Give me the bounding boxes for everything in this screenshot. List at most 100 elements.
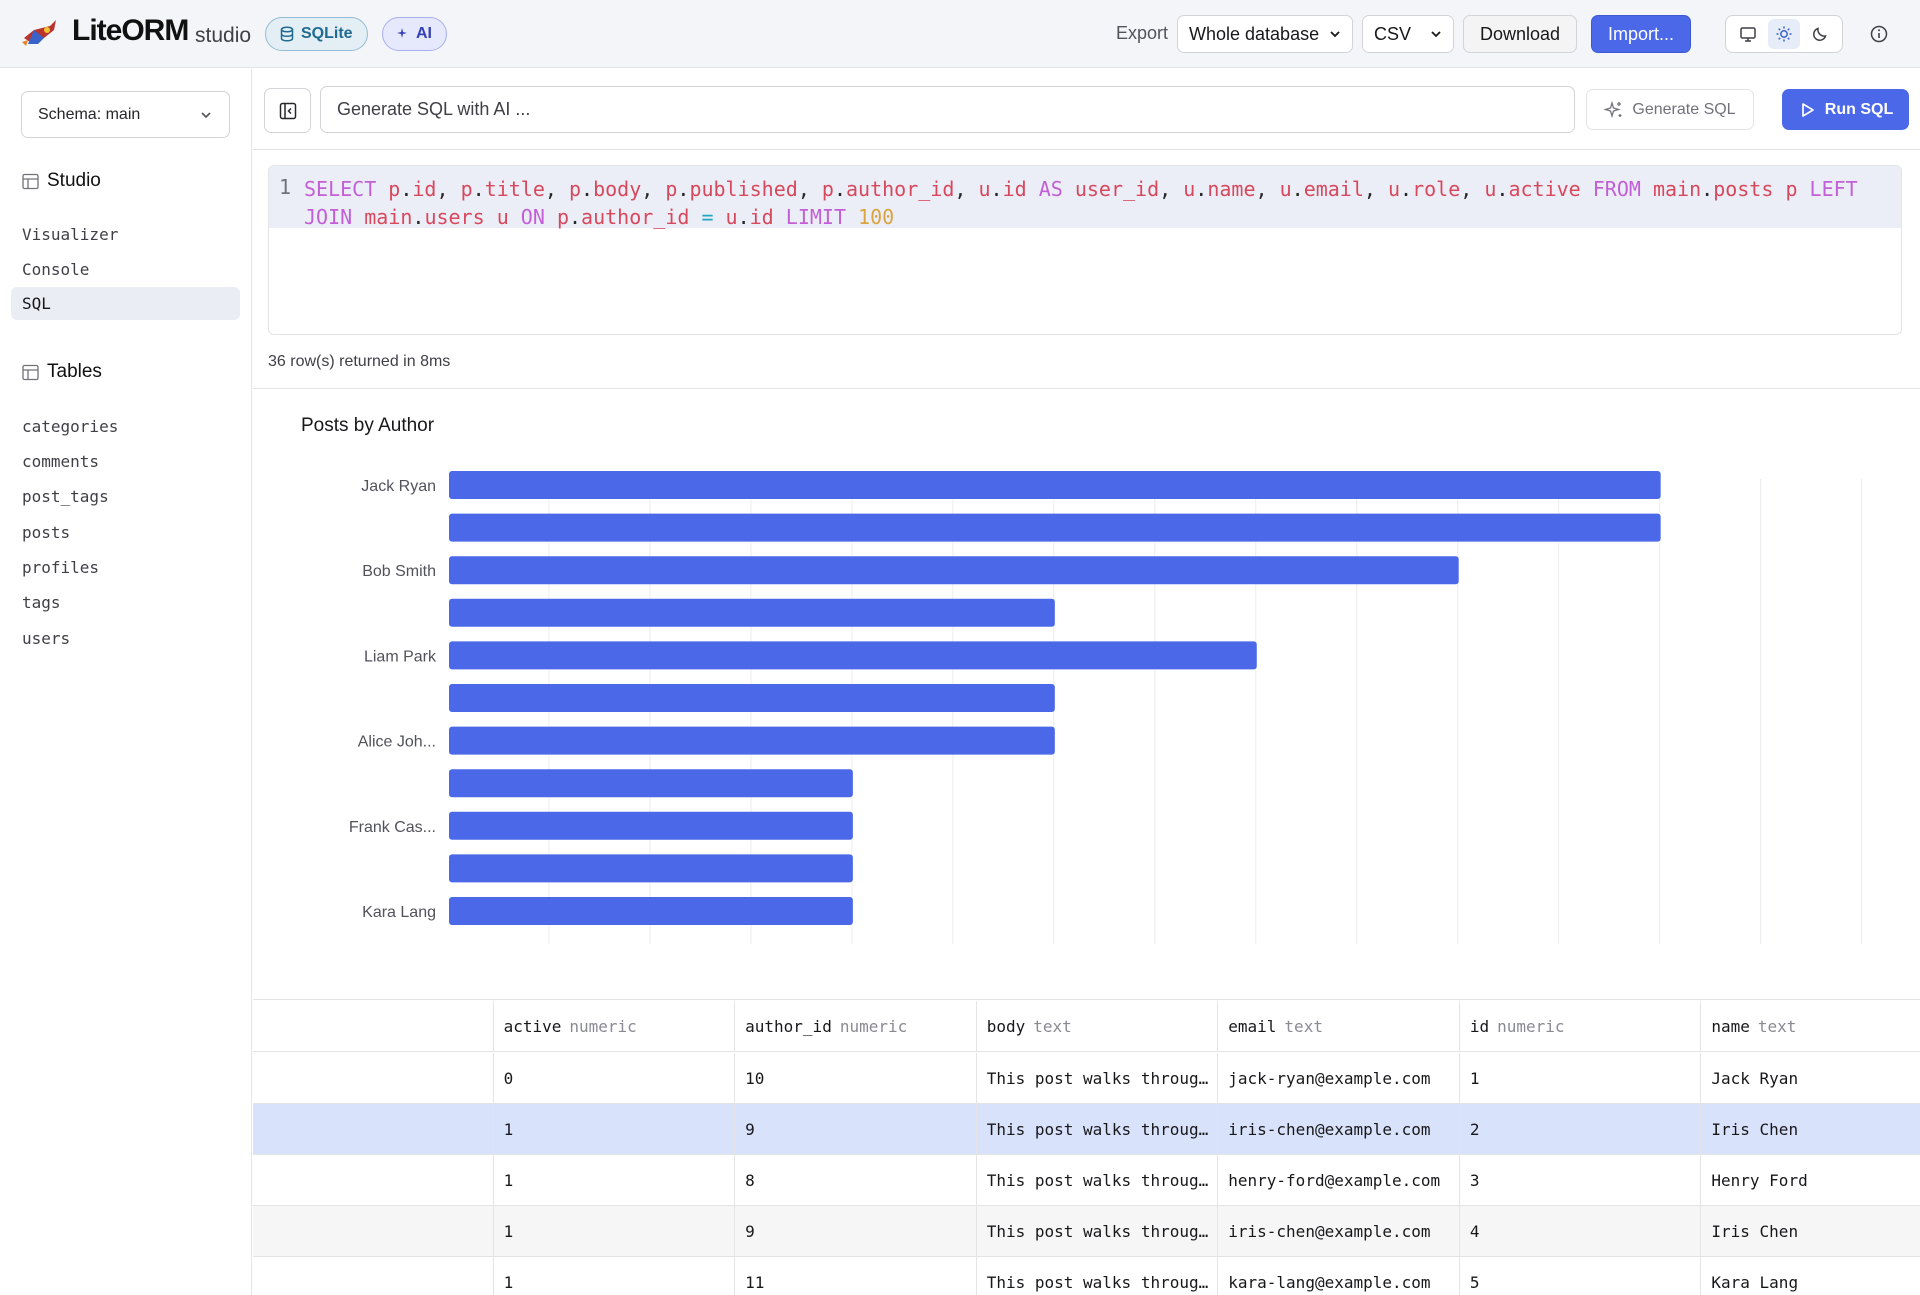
table-cell[interactable] [253, 1155, 494, 1206]
sidebar-item-console[interactable]: Console [11, 253, 240, 286]
table-cell[interactable] [253, 1053, 494, 1104]
sql-punct: . [472, 177, 485, 201]
table-item-posts[interactable]: posts [11, 516, 240, 549]
chart-bar[interactable] [449, 684, 1055, 712]
table-cell[interactable]: 11 [735, 1257, 977, 1295]
table-cell[interactable]: 5 [1460, 1257, 1702, 1295]
table-cell[interactable]: This post walks throug… [977, 1104, 1219, 1155]
schema-select[interactable]: Schema: main [21, 91, 230, 138]
sqlite-badge[interactable]: SQLite [265, 17, 368, 51]
run-sql-button[interactable]: Run SQL [1782, 89, 1909, 130]
theme-system-button[interactable] [1732, 19, 1764, 49]
column-header[interactable]: author_id numeric [735, 1001, 977, 1052]
table-cell[interactable]: Henry Ford [1711, 1171, 1808, 1190]
ai-badge[interactable]: AI [382, 17, 447, 51]
export-format-select[interactable]: CSV [1362, 15, 1454, 53]
column-header[interactable]: body text [977, 1001, 1219, 1052]
table-cell[interactable]: iris-chen@example.com [1218, 1104, 1460, 1155]
table-cell[interactable]: 2 [1460, 1104, 1702, 1155]
sql-punct [1268, 177, 1280, 201]
table-cell[interactable]: 9 [735, 1104, 977, 1155]
table-cell[interactable] [253, 1257, 494, 1295]
table-row[interactable]: 1 8 This post walks throug… henry-ford@exam… [253, 1155, 1920, 1206]
table-cell[interactable]: 1 [494, 1206, 736, 1257]
table-cell[interactable] [253, 1206, 494, 1257]
table-cell[interactable]: Jack Ryan [1711, 1069, 1799, 1088]
sidebar-item-visualizer[interactable]: Visualizer [11, 218, 240, 251]
column-header[interactable] [253, 1001, 494, 1052]
chart-bar[interactable] [449, 556, 1459, 585]
chart-bar[interactable] [449, 769, 853, 798]
table-cell[interactable]: 1 [494, 1155, 736, 1206]
chart-bar[interactable] [449, 897, 853, 925]
chart-category-label: Frank Cas... [349, 819, 436, 836]
column-header[interactable]: email text [1218, 1001, 1460, 1052]
table-cell[interactable]: iris-chen@example.com [1218, 1206, 1460, 1257]
table-cell[interactable]: 1 [1460, 1053, 1702, 1104]
table-item-tags[interactable]: tags [11, 586, 240, 619]
results-grid: active numeric author_id numeric body text ema… [253, 1001, 1920, 1295]
table-row[interactable]: 1 9 This post walks throug… iris-chen@examp… [253, 1206, 1920, 1257]
generate-sql-button[interactable]: Generate SQL [1586, 89, 1754, 130]
sql-identifier: u [1183, 177, 1196, 201]
table-cell[interactable]: 1 [494, 1104, 736, 1155]
table-item-comments[interactable]: comments [11, 445, 240, 478]
table-cell[interactable]: jack-ryan@example.com [1218, 1053, 1460, 1104]
chart-category-label: Kara Lang [362, 904, 436, 921]
sidebar-item-sql[interactable]: SQL [11, 287, 240, 320]
chart-bar[interactable] [449, 471, 1661, 499]
chart-bar[interactable] [449, 811, 853, 840]
theme-dark-button[interactable] [1804, 19, 1836, 49]
download-button[interactable]: Download [1463, 15, 1577, 53]
sql-identifier: p [556, 205, 569, 229]
table-item-post-tags[interactable]: post_tags [11, 480, 240, 513]
sidebar-item-label: Visualizer [22, 225, 119, 244]
table-cell[interactable]: 9 [735, 1206, 977, 1257]
table-cell[interactable]: This post walks throug… [977, 1206, 1219, 1257]
table-cell[interactable]: henry-ford@example.com [1218, 1155, 1460, 1206]
table-item-profiles[interactable]: profiles [11, 551, 240, 584]
column-header[interactable]: name text [1701, 1001, 1920, 1052]
table-cell[interactable]: 4 [1460, 1206, 1702, 1257]
column-name: id [1469, 1017, 1490, 1036]
table-row[interactable]: 1 11 This post walks throug… kara-lang@exam… [253, 1257, 1920, 1295]
sql-code[interactable]: SELECT p.id, p.title, p.body, p.publishe… [304, 175, 1894, 231]
chart-bar[interactable] [449, 513, 1661, 542]
chart-bar[interactable] [449, 641, 1257, 670]
sql-punct [1773, 177, 1785, 201]
sql-editor[interactable]: 1 SELECT p.id, p.title, p.body, p.publis… [268, 165, 1902, 335]
ai-prompt-input[interactable] [320, 86, 1575, 133]
sql-punct: . [737, 205, 750, 229]
table-item-users[interactable]: users [11, 622, 240, 655]
table-cell[interactable]: 10 [735, 1053, 977, 1104]
chart-bar[interactable] [449, 598, 1055, 627]
chart-bar[interactable] [449, 726, 1055, 755]
import-button[interactable]: Import... [1591, 15, 1691, 53]
table-cell[interactable]: Iris Chen [1711, 1120, 1799, 1139]
table-cell[interactable]: kara-lang@example.com [1218, 1257, 1460, 1295]
export-format-value: CSV [1374, 23, 1412, 44]
table-cell[interactable] [253, 1104, 494, 1155]
table-cell[interactable]: 8 [735, 1155, 977, 1206]
sql-punct [846, 205, 858, 229]
table-cell[interactable]: 1 [494, 1257, 736, 1295]
table-item-categories[interactable]: categories [11, 410, 240, 443]
theme-light-button[interactable] [1768, 19, 1800, 49]
export-scope-select[interactable]: Whole database [1177, 15, 1353, 53]
column-header[interactable]: id numeric [1460, 1001, 1702, 1052]
table-cell[interactable]: Iris Chen [1711, 1222, 1799, 1241]
info-icon[interactable] [1868, 23, 1890, 45]
column-type: numeric [839, 1017, 908, 1036]
table-cell[interactable]: This post walks throug… [977, 1053, 1219, 1104]
sidebar-toggle-button[interactable] [264, 88, 311, 133]
table-row[interactable]: 1 9 This post walks throug… iris-chen@examp… [253, 1104, 1920, 1155]
chart-bar[interactable] [449, 854, 853, 883]
table-row[interactable]: 0 10 This post walks throug… jack-ryan@exam… [253, 1053, 1920, 1104]
table-cell[interactable]: 0 [494, 1053, 736, 1104]
table-cell[interactable]: This post walks throug… [977, 1257, 1219, 1295]
sql-keyword: AS [1038, 177, 1063, 201]
table-cell[interactable]: This post walks throug… [977, 1155, 1219, 1206]
table-cell[interactable]: Kara Lang [1711, 1273, 1799, 1292]
column-header[interactable]: active numeric [494, 1001, 736, 1052]
table-cell[interactable]: 3 [1460, 1155, 1702, 1206]
